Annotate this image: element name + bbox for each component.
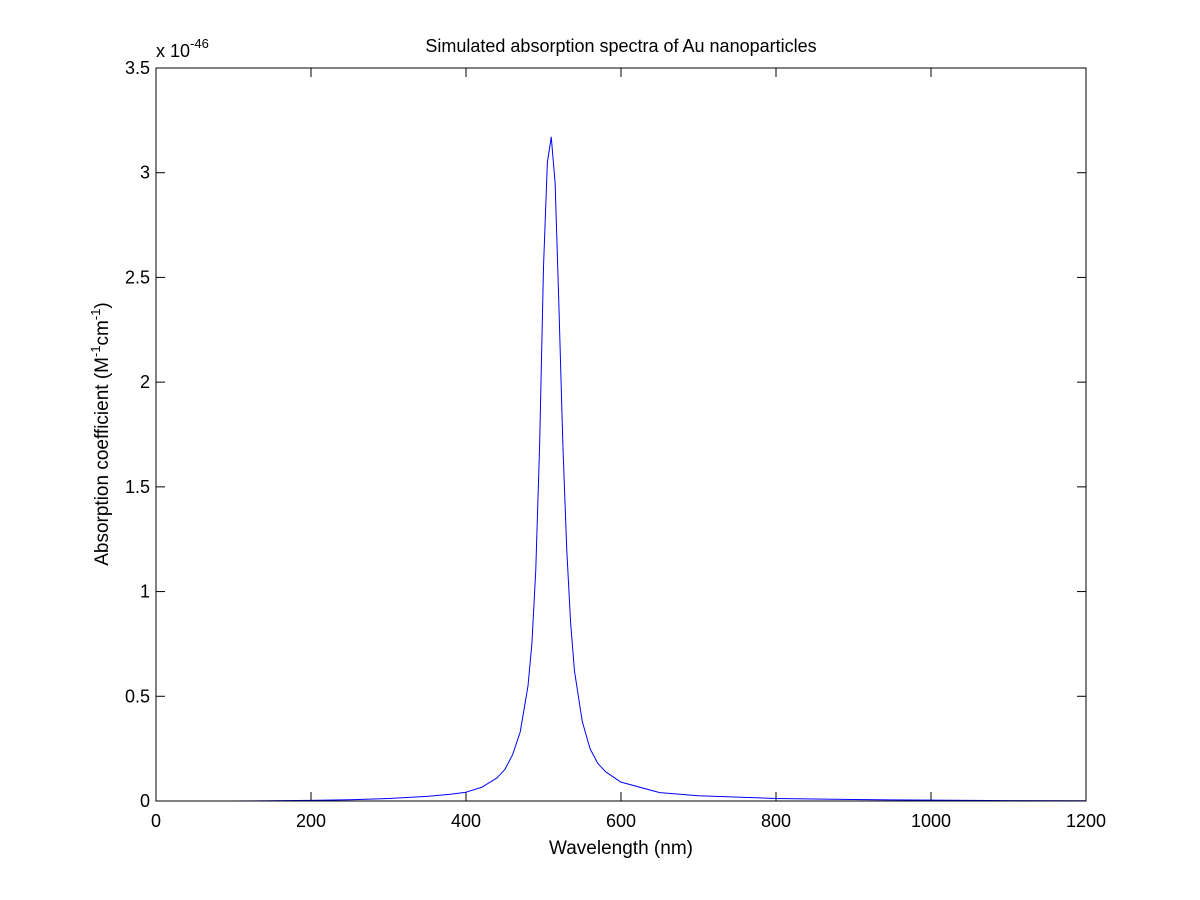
x-axis-title: Wavelength (nm)	[549, 838, 693, 859]
series-layer	[156, 136, 1087, 802]
y-tick-label-7: 3.5	[125, 58, 150, 78]
y-axis-title-sup1: -1	[88, 345, 103, 357]
y-axis-title-end: )	[92, 302, 113, 308]
x-tick-label-5: 1000	[911, 811, 951, 831]
y-tick-label-4: 2	[140, 372, 150, 392]
x-tick-label-3: 600	[606, 811, 636, 831]
series-line-0	[156, 136, 1087, 802]
y-axis-title-base: Absorption coefficient (M	[92, 357, 113, 566]
y-axis-multiplier: x 10-46	[156, 36, 209, 61]
y-tick-label-6: 3	[140, 163, 150, 183]
x-tick-label-1: 200	[296, 811, 326, 831]
x-tick-label-2: 400	[451, 811, 481, 831]
y-axis-title-mid: cm	[92, 320, 113, 345]
y-axis-title: Absorption coefficient (M-1cm-1)	[88, 302, 113, 566]
x-tick-label-0: 0	[151, 811, 161, 831]
y-tick-label-0: 0	[140, 791, 150, 811]
x-tick-label-6: 1200	[1066, 811, 1106, 831]
chart-title: Simulated absorption spectra of Au nanop…	[425, 36, 816, 56]
x-tick-label-4: 800	[761, 811, 791, 831]
y-tick-label-3: 1.5	[125, 477, 150, 497]
y-tick-label-1: 0.5	[125, 686, 150, 706]
y-tick-label-5: 2.5	[125, 267, 150, 287]
axes-box	[155, 67, 1087, 802]
y-axis-title-sup2: -1	[88, 309, 103, 321]
y-multiplier-base: x 10	[156, 41, 190, 61]
y-tick-label-2: 1	[140, 582, 150, 602]
tick-labels: 0 200 400 600 800 1000 1200 0 0.5 1 1.5 2 2.5 3 3.5	[125, 58, 1106, 831]
y-multiplier-exponent: -46	[190, 36, 209, 51]
